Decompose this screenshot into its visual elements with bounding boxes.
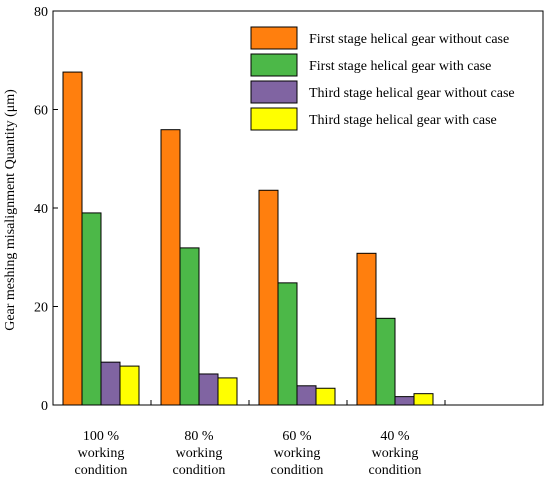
bar <box>179 247 200 406</box>
x-tick-label: condition <box>173 463 226 478</box>
y-tick-label: 20 <box>34 301 48 316</box>
y-axis-label: Gear meshing misalignment Quantity (μm) <box>3 89 18 331</box>
bar <box>81 212 102 406</box>
bar <box>198 373 219 406</box>
y-tick-label: 60 <box>34 104 48 119</box>
legend-label: First stage helical gear with case <box>309 59 491 74</box>
bar <box>258 189 279 406</box>
legend-label: Third stage helical gear with case <box>309 113 497 128</box>
y-tick-label: 80 <box>34 5 48 20</box>
bar <box>62 71 83 406</box>
x-tick-label: condition <box>75 463 128 478</box>
x-tick-label: 40 % <box>380 429 410 444</box>
x-tick-label: 80 % <box>184 429 214 444</box>
legend-label: Third stage helical gear without case <box>309 86 515 101</box>
plot-area <box>52 10 544 406</box>
bar <box>100 361 121 406</box>
bar <box>296 385 317 406</box>
bar <box>160 129 181 406</box>
x-tick-label: working <box>176 446 223 461</box>
x-tick-label: condition <box>369 463 422 478</box>
bar <box>375 317 396 406</box>
x-axis: 100 % working condition 80 % working conditio… <box>75 400 544 478</box>
legend-swatch <box>250 53 298 77</box>
x-tick-label: working <box>274 446 321 461</box>
bar <box>119 365 140 406</box>
x-tick-label: working <box>372 446 419 461</box>
x-tick-label: working <box>78 446 125 461</box>
x-tick-label: condition <box>271 463 324 478</box>
bar <box>217 377 238 406</box>
y-tick-label: 40 <box>34 202 48 217</box>
legend-swatch <box>250 80 298 104</box>
bar <box>356 252 377 406</box>
y-axis: 0 20 40 60 80 <box>34 5 58 414</box>
y-tick-label: 0 <box>41 399 48 414</box>
bar <box>413 393 434 406</box>
bar <box>394 396 415 406</box>
legend-swatch <box>250 107 298 131</box>
x-tick-label: 100 % <box>83 429 120 444</box>
legend: First stage helical gear without case Fir… <box>250 26 515 131</box>
bar <box>277 282 298 406</box>
bar <box>315 387 336 406</box>
legend-swatch <box>250 26 298 50</box>
legend-label: First stage helical gear without case <box>309 32 509 47</box>
x-tick-label: 60 % <box>282 429 312 444</box>
